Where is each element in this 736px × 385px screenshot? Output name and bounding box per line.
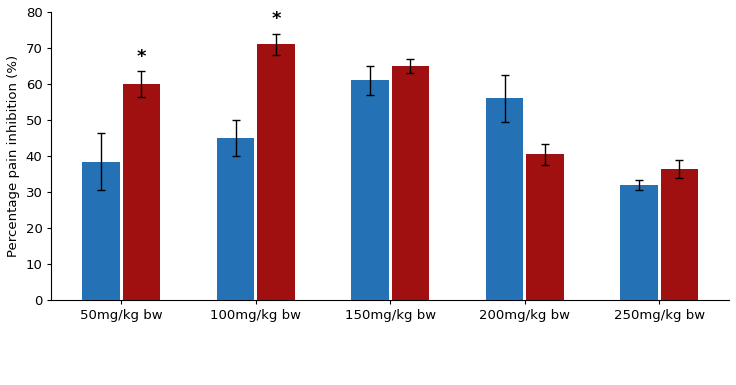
Text: *: * [137,48,146,66]
Bar [82,162,120,300]
Bar [123,84,160,300]
Bar [392,66,429,300]
Bar [620,185,658,300]
Bar [257,44,294,300]
Bar [661,169,698,300]
Bar [216,138,255,300]
Bar [526,154,564,300]
Bar [351,80,389,300]
Text: *: * [271,10,280,28]
Bar [486,99,523,300]
Y-axis label: Percentage pain inhibition (%): Percentage pain inhibition (%) [7,55,20,257]
